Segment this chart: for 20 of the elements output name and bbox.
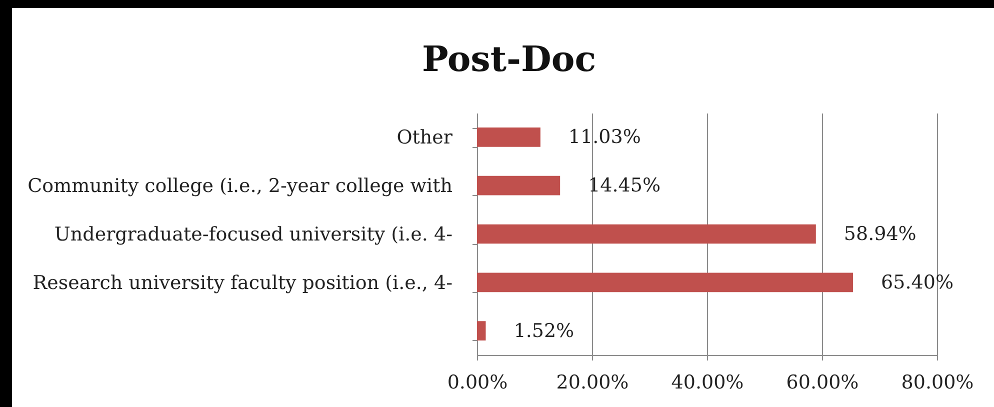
data-label: 1.52% [514, 320, 574, 342]
bar [477, 224, 816, 244]
bar [477, 128, 540, 147]
data-label: 58.94% [844, 223, 916, 245]
y-tick-label: Community college (i.e., 2-year college with [28, 175, 452, 198]
y-tick-label: Undergraduate-focused university (i.e. 4- [54, 224, 452, 246]
x-tick-label: 60.00% [786, 372, 859, 394]
data-label: 11.03% [568, 126, 641, 148]
y-tick-label: Other [396, 126, 454, 149]
x-tick-label: 20.00% [556, 372, 629, 394]
chart-title: Post-Doc [422, 39, 596, 80]
bar [477, 321, 486, 340]
x-tick-label: 0.00% [447, 372, 508, 394]
x-tick-label: 80.00% [901, 372, 974, 394]
y-tick-label: Research university faculty position (i.e., 4- [32, 272, 452, 294]
data-label: 14.45% [588, 174, 661, 197]
x-tick-label: 40.00% [671, 372, 744, 394]
data-label: 65.40% [881, 271, 954, 294]
bar [477, 272, 854, 292]
bar [477, 176, 560, 196]
